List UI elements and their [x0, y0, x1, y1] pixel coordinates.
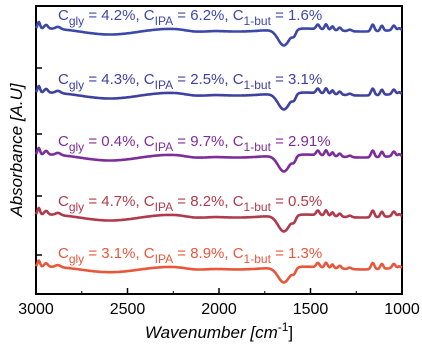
series-label-text: = 6.2%, C	[173, 7, 244, 24]
y-ticks	[36, 67, 42, 256]
series-label-text: = 4.7%, C	[84, 193, 155, 210]
series-label-text: = 1.3%	[271, 245, 322, 262]
series-label-text: = 4.2%, C	[84, 7, 155, 24]
series-label-text: = 1.6%	[271, 7, 322, 24]
spectrum-line	[34, 20, 403, 47]
series-label-subscript: 1-but	[244, 252, 272, 266]
series-label-subscript: IPA	[155, 78, 173, 92]
series-label-text: = 3.1%	[271, 71, 322, 88]
y-axis-title: Absorbance [A.U]	[7, 82, 26, 218]
series-label: Cgly = 4.2%, CIPA = 6.2%, C1-but = 1.6%	[58, 7, 322, 28]
series-label-subscript: 1-but	[244, 140, 272, 154]
series-label-text: C	[58, 71, 69, 88]
series-label-subscript: gly	[69, 14, 84, 28]
spectrum-line	[34, 146, 403, 173]
series-labels: Cgly = 4.2%, CIPA = 6.2%, C1-but = 1.6%C…	[58, 7, 331, 266]
series-label-text: C	[58, 245, 69, 262]
series-label-subscript: gly	[69, 78, 84, 92]
series-label-text: = 8.2%, C	[173, 193, 244, 210]
x-axis-title-end: ]	[288, 323, 293, 342]
series-label-subscript: gly	[69, 252, 84, 266]
x-tick-label: 2500	[110, 301, 146, 318]
series-group	[34, 20, 403, 284]
series-label-text: = 8.9%, C	[173, 245, 244, 262]
series-label-text: C	[58, 193, 69, 210]
series-label-text: = 4.3%, C	[84, 71, 155, 88]
series-label-subscript: IPA	[155, 14, 173, 28]
series-label-text: = 3.1%, C	[84, 245, 155, 262]
series-label: Cgly = 4.3%, CIPA = 2.5%, C1-but = 3.1%	[58, 71, 322, 92]
series-label: Cgly = 3.1%, CIPA = 8.9%, C1-but = 1.3%	[58, 245, 322, 266]
series-label-subscript: 1-but	[244, 14, 272, 28]
series-label-text: = 2.91%	[271, 133, 331, 150]
series-label-text: C	[58, 133, 69, 150]
x-tick-label: 1500	[293, 301, 329, 318]
spectrum-line	[34, 84, 403, 111]
x-axis-title-main: Wavenumber [cm	[145, 323, 278, 342]
x-tick-label: 2000	[201, 301, 237, 318]
x-tick-label: 1000	[384, 301, 420, 318]
x-ticks: 3000 2500 2000 1500 1000	[18, 288, 420, 318]
series-label-subscript: IPA	[155, 252, 173, 266]
spectrum-line	[34, 206, 403, 233]
series-label-subscript: gly	[69, 200, 84, 214]
series-label-subscript: 1-but	[244, 78, 272, 92]
series-label-subscript: 1-but	[244, 200, 272, 214]
series-label-text: = 9.7%, C	[173, 133, 244, 150]
series-label-subscript: IPA	[155, 200, 173, 214]
series-label-text: = 0.4%, C	[84, 133, 155, 150]
series-label-text: = 2.5%, C	[173, 71, 244, 88]
series-label-subscript: gly	[69, 140, 84, 154]
x-tick-label: 3000	[18, 301, 54, 318]
series-label-text: = 0.5%	[271, 193, 322, 210]
x-axis-title: Wavenumber [cm-1]	[145, 320, 293, 342]
series-label: Cgly = 4.7%, CIPA = 8.2%, C1-but = 0.5%	[58, 193, 322, 214]
spectrum-line	[34, 259, 403, 284]
series-label-subscript: IPA	[155, 140, 173, 154]
series-label-text: C	[58, 7, 69, 24]
series-label: Cgly = 0.4%, CIPA = 9.7%, C1-but = 2.91%	[58, 133, 331, 154]
x-axis-title-sup: -1	[278, 320, 289, 334]
